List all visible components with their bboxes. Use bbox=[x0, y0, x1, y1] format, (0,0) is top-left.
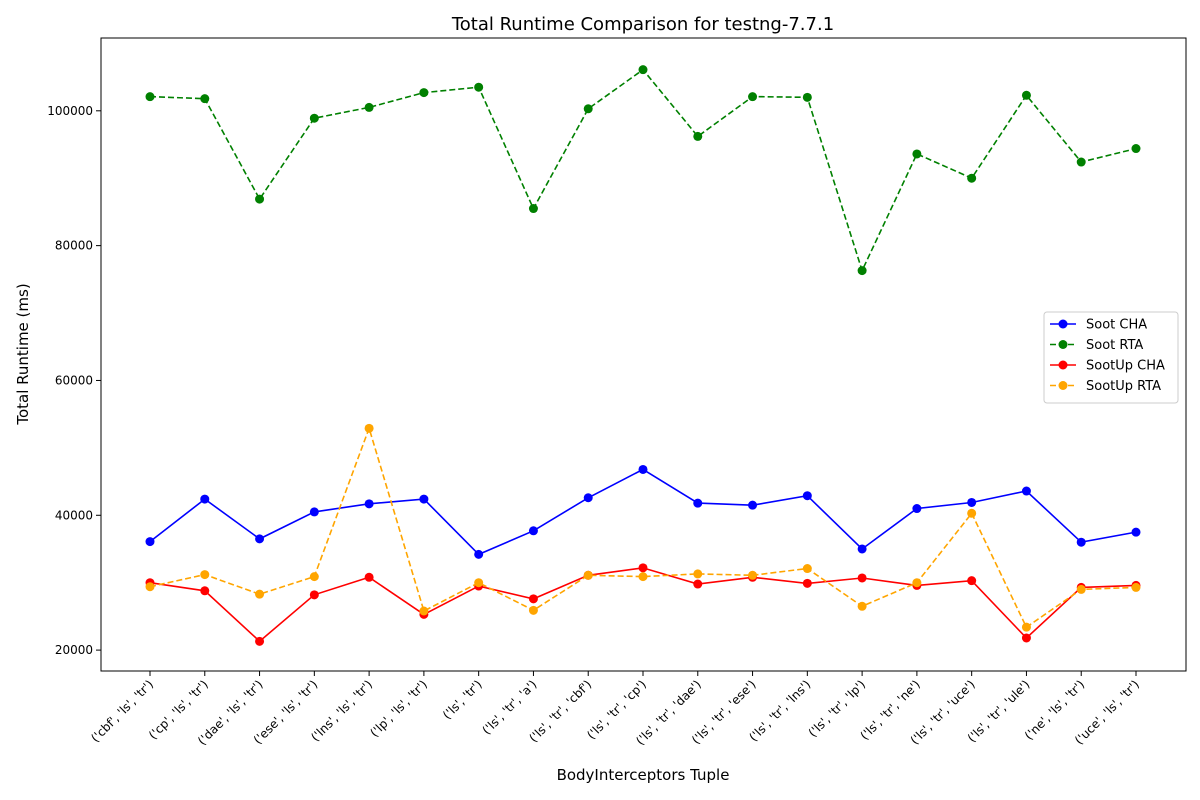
data-point-sootup-cha bbox=[364, 572, 374, 582]
data-point-sootup-rta bbox=[309, 572, 319, 582]
data-point-sootup-rta bbox=[364, 423, 374, 433]
data-point-soot-cha bbox=[1076, 537, 1086, 547]
data-point-sootup-cha bbox=[638, 563, 648, 573]
data-point-soot-cha bbox=[912, 504, 922, 514]
data-point-sootup-cha bbox=[200, 586, 210, 596]
data-point-soot-rta bbox=[200, 94, 210, 104]
data-point-soot-cha bbox=[693, 498, 703, 508]
data-point-soot-cha bbox=[583, 493, 593, 503]
data-point-soot-cha bbox=[145, 537, 155, 547]
legend-label-soot-rta: Soot RTA bbox=[1086, 338, 1143, 353]
data-point-soot-cha bbox=[748, 500, 758, 510]
legend-marker-sootup-cha bbox=[1058, 360, 1068, 370]
data-point-sootup-cha bbox=[528, 594, 538, 604]
data-point-sootup-rta bbox=[145, 582, 155, 592]
plot-area: 20000 40000 60000 80000 100000 ('cbf', 'ls', … bbox=[47, 37, 1187, 748]
y-tick-label: 100000 bbox=[47, 104, 93, 118]
data-point-sootup-rta bbox=[1131, 582, 1141, 592]
data-point-soot-cha bbox=[857, 544, 867, 554]
data-point-soot-cha bbox=[802, 491, 812, 501]
data-point-sootup-cha bbox=[857, 573, 867, 583]
data-point-sootup-cha bbox=[1021, 633, 1031, 643]
x-tick-label: ('lp', 'ls', 'tr') bbox=[367, 677, 430, 740]
data-point-soot-rta bbox=[1021, 90, 1031, 100]
y-tick-label: 80000 bbox=[55, 239, 93, 253]
data-point-soot-rta bbox=[912, 149, 922, 159]
data-point-sootup-rta bbox=[748, 570, 758, 580]
data-point-sootup-rta bbox=[1021, 622, 1031, 632]
legend-marker-sootup-rta bbox=[1058, 381, 1068, 390]
data-point-soot-rta bbox=[967, 173, 977, 183]
data-point-soot-rta bbox=[1131, 144, 1141, 154]
data-point-soot-cha bbox=[1021, 486, 1031, 496]
y-tick-label: 60000 bbox=[55, 373, 93, 387]
data-point-soot-cha bbox=[309, 507, 319, 517]
data-point-soot-rta bbox=[802, 92, 812, 102]
data-point-soot-rta bbox=[145, 92, 155, 102]
legend: Soot CHA Soot RTA SootUp CHA SootUp RTA bbox=[1043, 311, 1179, 404]
data-point-sootup-rta bbox=[912, 578, 922, 588]
data-point-sootup-rta bbox=[583, 570, 593, 580]
data-point-sootup-rta bbox=[1076, 584, 1086, 594]
data-point-soot-rta bbox=[1076, 157, 1086, 167]
legend-label-sootup-rta: SootUp RTA bbox=[1086, 379, 1161, 394]
data-point-soot-cha bbox=[1131, 527, 1141, 537]
x-tick-label: ('ls', 'tr') bbox=[440, 677, 485, 722]
legend-box bbox=[1043, 311, 1179, 404]
legend-label-sootup-cha: SootUp CHA bbox=[1086, 359, 1165, 374]
legend-marker-soot-rta bbox=[1058, 340, 1068, 349]
data-point-sootup-cha bbox=[693, 579, 703, 589]
data-point-sootup-rta bbox=[967, 508, 977, 518]
x-axis-title: BodyInterceptors Tuple bbox=[557, 766, 730, 784]
y-tick-label: 20000 bbox=[55, 643, 93, 657]
y-axis-title: Total Runtime (ms) bbox=[14, 283, 32, 425]
data-point-sootup-rta bbox=[638, 572, 648, 582]
data-point-soot-rta bbox=[474, 82, 484, 92]
data-point-soot-cha bbox=[528, 526, 538, 536]
data-point-soot-rta bbox=[638, 65, 648, 75]
data-point-soot-rta bbox=[528, 204, 538, 214]
data-point-soot-rta bbox=[419, 88, 429, 98]
x-tick-label: ('cbf', 'ls', 'tr') bbox=[88, 677, 156, 745]
data-point-soot-cha bbox=[419, 494, 429, 504]
data-point-sootup-rta bbox=[693, 569, 703, 579]
data-point-sootup-rta bbox=[802, 564, 812, 574]
data-point-soot-rta bbox=[857, 266, 867, 276]
data-point-soot-rta bbox=[309, 113, 319, 123]
data-point-soot-rta bbox=[255, 194, 265, 204]
data-point-sootup-cha bbox=[967, 576, 977, 586]
data-point-soot-cha bbox=[967, 497, 977, 507]
chart-title: Total Runtime Comparison for testng-7.7.… bbox=[451, 14, 834, 35]
series-line-soot-cha bbox=[149, 468, 1137, 556]
legend-label-soot-cha: Soot CHA bbox=[1086, 318, 1147, 333]
data-point-soot-rta bbox=[583, 104, 593, 114]
data-point-soot-cha bbox=[255, 534, 265, 544]
data-point-soot-cha bbox=[364, 499, 374, 509]
data-point-soot-rta bbox=[693, 131, 703, 141]
data-point-sootup-cha bbox=[255, 636, 265, 646]
data-point-soot-rta bbox=[748, 92, 758, 102]
data-point-soot-cha bbox=[200, 494, 210, 504]
data-point-soot-cha bbox=[474, 549, 484, 559]
data-point-sootup-cha bbox=[802, 578, 812, 588]
series-line-soot-rta bbox=[149, 68, 1137, 273]
data-point-sootup-cha bbox=[309, 590, 319, 600]
data-point-sootup-rta bbox=[857, 601, 867, 611]
data-point-sootup-rta bbox=[419, 606, 429, 616]
data-point-sootup-rta bbox=[255, 589, 265, 599]
data-point-soot-cha bbox=[638, 464, 648, 474]
data-point-sootup-rta bbox=[200, 570, 210, 580]
data-point-sootup-rta bbox=[528, 605, 538, 615]
data-point-soot-rta bbox=[364, 102, 374, 112]
x-tick-label: ('ls', 'tr', 'a') bbox=[479, 677, 539, 737]
data-point-sootup-rta bbox=[474, 578, 484, 588]
y-tick-label: 40000 bbox=[55, 508, 93, 522]
legend-marker-soot-cha bbox=[1058, 319, 1068, 329]
